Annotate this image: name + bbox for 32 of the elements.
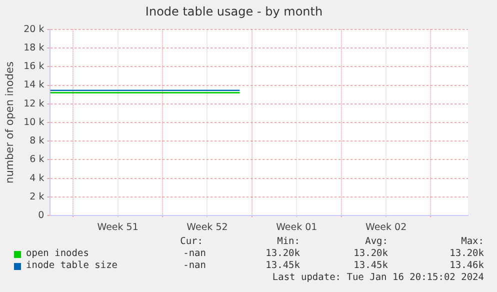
text: Cur: bbox=[180, 236, 203, 247]
text: 13.45k bbox=[266, 260, 300, 271]
text: 13.45k bbox=[354, 260, 388, 271]
y-tick-label: 12 k bbox=[24, 98, 45, 110]
y-tick-label: 20 k bbox=[24, 24, 45, 35]
text: Max: bbox=[461, 236, 484, 247]
text: 13.20k bbox=[450, 248, 484, 259]
y-tick-label: 18 k bbox=[24, 42, 45, 54]
text: 13.46k bbox=[450, 260, 484, 271]
text: -nan bbox=[183, 260, 206, 271]
chart-title: Inode table usage - by month bbox=[145, 4, 323, 18]
text: Min: bbox=[277, 236, 300, 247]
y-tick-label: 2 k bbox=[30, 191, 45, 202]
legend-label: open inodes bbox=[26, 248, 89, 259]
y-axis-title: number of open inodes bbox=[4, 62, 16, 184]
text: -nan bbox=[183, 248, 206, 259]
text: 13.20k bbox=[354, 248, 388, 259]
y-tick-label: 0 bbox=[38, 210, 44, 222]
y-tick-label: 8 k bbox=[30, 136, 45, 147]
y-tick-label: 10 k bbox=[24, 116, 45, 128]
x-tick-label: Week 51 bbox=[97, 222, 138, 233]
text: 13.20k bbox=[266, 248, 300, 259]
text: Last update: Tue Jan 16 20:15:02 2024 bbox=[272, 272, 484, 283]
y-tick-label: 6 k bbox=[30, 154, 45, 166]
x-tick-label: Week 02 bbox=[365, 222, 407, 233]
y-tick-label: 16 k bbox=[24, 61, 45, 72]
text: Avg: bbox=[365, 236, 388, 247]
x-tick-label: Week 01 bbox=[276, 222, 318, 233]
y-tick-label: 4 k bbox=[30, 172, 45, 184]
legend-label: inode table size bbox=[26, 260, 118, 271]
x-tick-label: Week 52 bbox=[186, 222, 228, 233]
y-tick-label: 14 k bbox=[24, 80, 45, 91]
